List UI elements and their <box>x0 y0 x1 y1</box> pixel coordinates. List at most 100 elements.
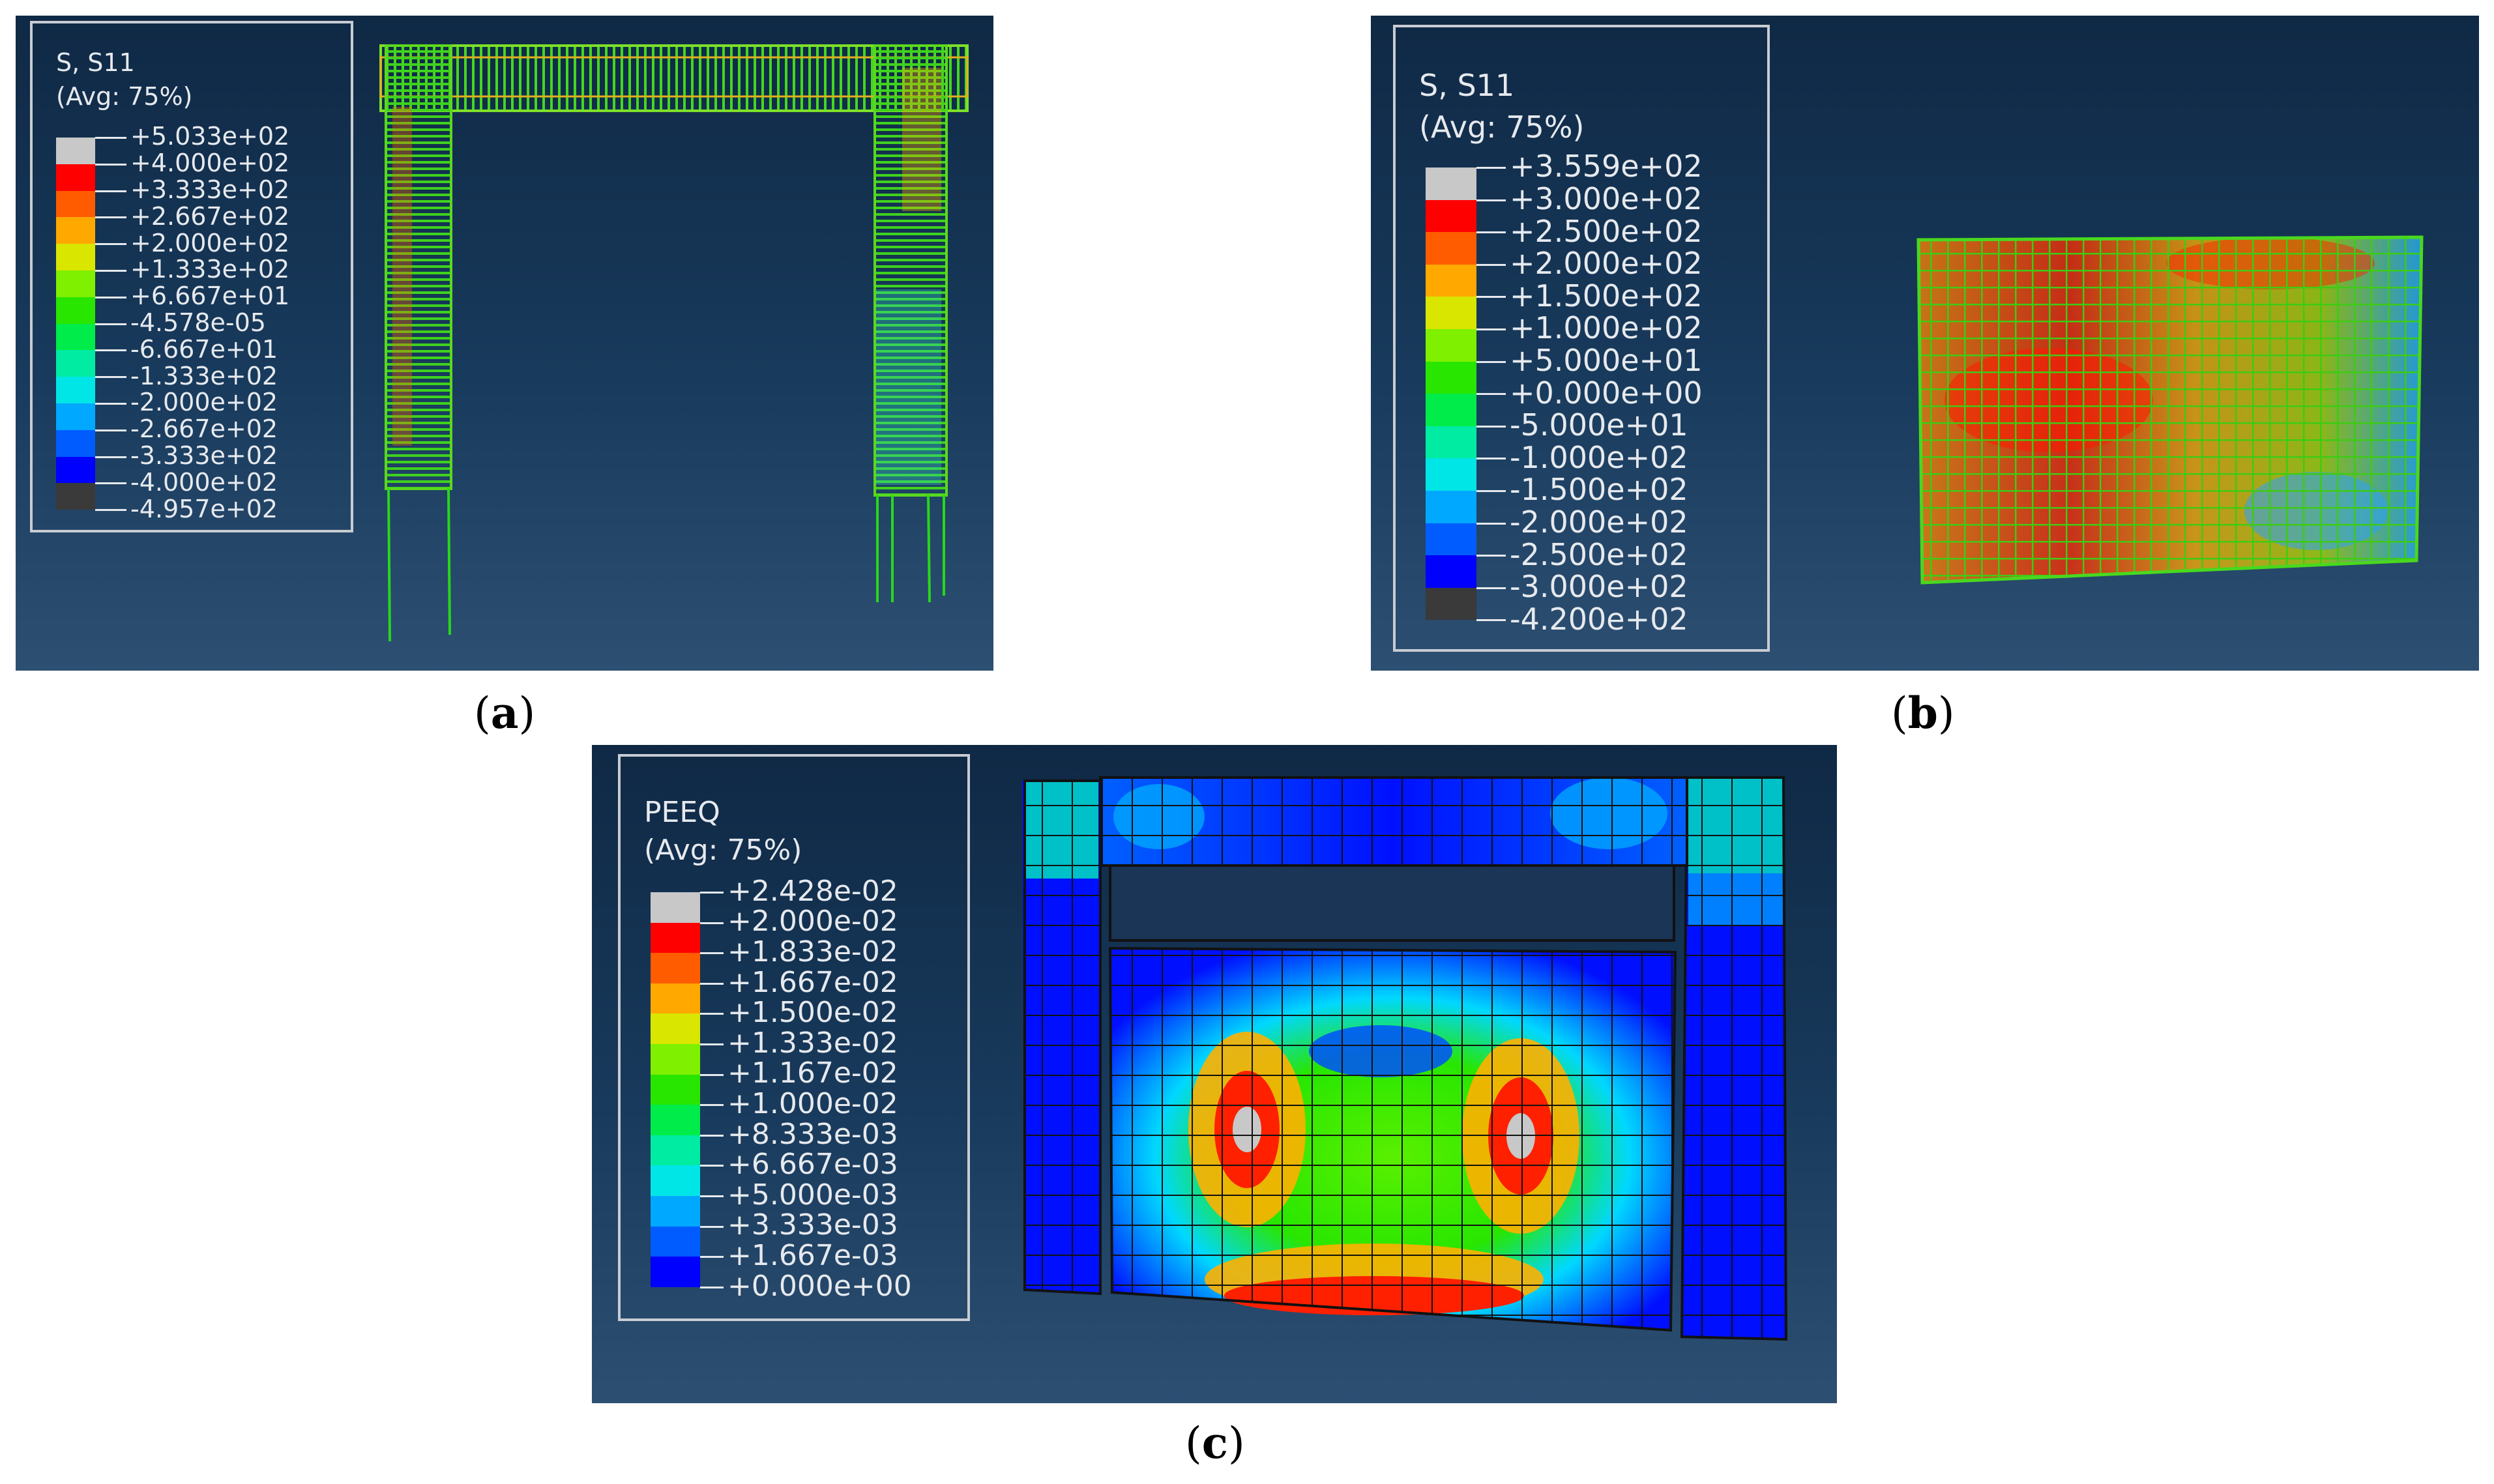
legend-color-swatch <box>56 297 95 324</box>
legend-tick <box>700 1225 724 1228</box>
legend-color-swatch <box>56 164 95 191</box>
legend-tick <box>1476 587 1506 589</box>
legend-color-swatch <box>651 1044 700 1075</box>
legend-color-swatch <box>1426 458 1476 491</box>
legend-color-swatch <box>651 953 700 983</box>
legend-value-label: +0.000e+00 <box>1510 375 1703 411</box>
legend-value-label: -2.500e+02 <box>1510 536 1688 572</box>
contour-legend-b: S, S11 (Avg: 75%) +3.559e+02 +3.000e+02 +2… <box>1393 25 1770 652</box>
legend-color-swatch <box>651 1226 700 1257</box>
legend-tick <box>700 1134 724 1137</box>
legend-tick <box>95 509 126 512</box>
legend-value-label: +4.000e+02 <box>130 149 290 178</box>
legend-color-swatch <box>56 244 95 270</box>
legend-tick <box>1476 263 1506 266</box>
fe-result-panel-b: S, S11 (Avg: 75%) +3.559e+02 +3.000e+02 +2… <box>1371 16 2479 671</box>
legend-value-label: +6.667e+01 <box>130 282 290 311</box>
legend-value-label: -3.333e+02 <box>130 441 278 471</box>
legend-color-swatch <box>651 1074 700 1105</box>
rebar-frame-model <box>379 44 969 642</box>
legend-color-swatch <box>1426 426 1476 459</box>
legend-tick <box>1476 425 1506 428</box>
legend-value-label: -5.000e+01 <box>1510 407 1688 443</box>
legend-tick <box>95 243 126 246</box>
legend-tick <box>700 892 724 894</box>
legend-value-label: -4.578e-05 <box>130 308 266 338</box>
legend-title: S, S11 <box>56 48 135 77</box>
legend-tick <box>1476 619 1506 622</box>
legend-tick <box>95 376 126 379</box>
legend-value-label: +2.000e+02 <box>130 228 290 257</box>
legend-subtitle: (Avg: 75%) <box>56 82 193 111</box>
fe-result-panel-c: PEEQ (Avg: 75%) +2.428e-02 +2.000e-02 +1.8… <box>592 745 1837 1403</box>
caption-a: (a) <box>474 688 536 738</box>
legend-value-label: +3.559e+02 <box>1510 149 1703 184</box>
legend-tick <box>1476 199 1506 201</box>
legend-color-swatch <box>56 217 95 244</box>
legend-value-label: +2.000e-02 <box>727 905 898 938</box>
legend-value-label: +5.033e+02 <box>130 122 290 151</box>
legend-tick <box>95 456 126 458</box>
legend-value-label: -2.667e+02 <box>130 415 278 444</box>
legend-tick <box>1476 231 1506 234</box>
legend-value-label: +1.500e-02 <box>727 996 898 1030</box>
legend-value-label: +1.000e-02 <box>727 1086 898 1120</box>
legend-value-label: +8.333e-03 <box>727 1117 898 1151</box>
caption-c: (c) <box>1185 1418 1245 1468</box>
legend-color-swatch <box>1426 361 1476 394</box>
legend-color-swatch <box>56 377 95 403</box>
legend-value-label: +3.333e-03 <box>727 1208 898 1242</box>
legend-tick <box>700 1043 724 1045</box>
legend-color-swatch <box>651 1135 700 1166</box>
legend-tick <box>700 1195 724 1197</box>
legend-value-label: +2.428e-02 <box>727 874 898 908</box>
legend-value-label: -3.000e+02 <box>1510 569 1688 605</box>
legend-color-swatch <box>651 1196 700 1227</box>
legend-color-swatch <box>1426 264 1476 297</box>
legend-value-label: +1.167e-02 <box>727 1056 898 1090</box>
contour-legend-a: S, S11 (Avg: 75%) +5.033e+02 +4.000e+02 +3… <box>30 21 353 532</box>
legend-value-label: +2.000e+02 <box>1510 246 1703 282</box>
legend-value-label: -4.000e+02 <box>130 467 278 497</box>
legend-tick <box>1476 167 1506 169</box>
legend-color-swatch <box>1426 329 1476 362</box>
legend-title: S, S11 <box>1419 68 1515 103</box>
legend-value-label: +3.000e+02 <box>1510 181 1703 217</box>
legend-tick <box>95 323 126 325</box>
legend-color-swatch <box>1426 167 1476 200</box>
legend-color-swatch <box>1426 232 1476 265</box>
legend-tick <box>1476 393 1506 396</box>
legend-value-label: +2.667e+02 <box>130 201 290 231</box>
legend-value-label: -4.957e+02 <box>130 494 278 523</box>
legend-tick <box>95 429 126 431</box>
legend-tick <box>95 190 126 192</box>
legend-tick <box>700 952 724 955</box>
legend-value-label: +6.667e-03 <box>727 1148 898 1182</box>
legend-subtitle: (Avg: 75%) <box>644 834 802 867</box>
legend-tick <box>95 270 126 272</box>
fe-result-panel-a: S, S11 (Avg: 75%) +5.033e+02 +4.000e+02 +3… <box>16 16 993 671</box>
legend-color-swatch <box>1426 394 1476 426</box>
peeq-contour-model <box>1022 776 1788 1341</box>
legend-value-label: +5.000e+01 <box>1510 343 1703 379</box>
legend-color-swatch <box>1426 199 1476 233</box>
legend-value-label: -6.667e+01 <box>130 334 278 364</box>
legend-color-swatch <box>56 138 95 164</box>
legend-color-swatch <box>651 1105 700 1135</box>
legend-tick <box>1476 490 1506 492</box>
legend-tick <box>1476 522 1506 525</box>
legend-tick <box>95 137 126 139</box>
legend-value-label: -1.500e+02 <box>1510 472 1688 508</box>
legend-value-label: +1.667e-03 <box>727 1238 898 1272</box>
legend-value-label: +1.000e+02 <box>1510 310 1703 346</box>
rebar-wall-model <box>1916 235 2424 585</box>
legend-tick <box>1476 458 1506 460</box>
legend-color-swatch <box>56 350 95 377</box>
legend-value-label: +3.333e+02 <box>130 175 290 205</box>
legend-color-swatch <box>651 1257 700 1287</box>
legend-color-swatch <box>1426 523 1476 556</box>
legend-tick <box>700 1073 724 1076</box>
legend-tick <box>700 922 724 924</box>
legend-value-label: -2.000e+02 <box>130 388 278 417</box>
legend-tick <box>700 1013 724 1015</box>
